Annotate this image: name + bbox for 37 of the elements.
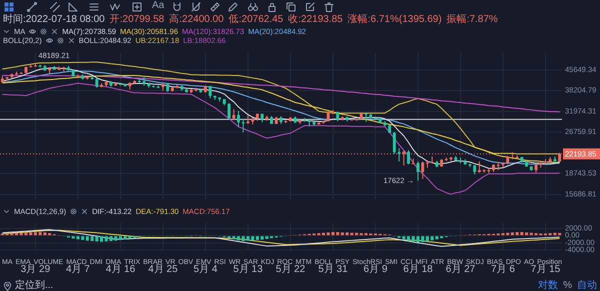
text: 时间:2022-07-18 08:00: [3, 14, 105, 25]
text: 开:20799.58: [110, 14, 164, 25]
text: %: [563, 280, 572, 291]
candlestick: [95, 78, 98, 88]
text: 自动: [577, 280, 597, 291]
text: 低:20762.45: [228, 14, 284, 25]
x-tick-label: 5月 22: [276, 264, 306, 275]
x-tick-label: 5月 13: [233, 264, 264, 275]
x-tick-label: 7月 6: [491, 264, 516, 275]
candlestick: [416, 160, 420, 182]
text: 定位到...: [15, 280, 54, 291]
candlestick: [364, 112, 368, 122]
candlestick: [208, 85, 212, 99]
x-tick-label: 7月 15: [530, 264, 561, 275]
x-tick-label: 6月 9: [364, 264, 388, 275]
text: 高:22400.00: [169, 14, 224, 25]
candlestick: [421, 160, 424, 180]
candlestick: [237, 110, 240, 128]
x-tick-label: 4月 16: [106, 264, 136, 275]
x-tick-label: 5月 4: [193, 264, 218, 275]
text: 对数: [538, 280, 558, 291]
candlestick: [228, 102, 231, 120]
candlestick: [407, 150, 410, 165]
x-tick-label: 4月 25: [148, 264, 178, 275]
candlestick: [392, 131, 396, 154]
text: 振幅:7.87%: [446, 14, 498, 25]
x-tick-label: 4月 7: [66, 264, 90, 275]
x-tick-label: 5月 31: [318, 264, 348, 275]
text: 收:22193.85: [288, 14, 343, 25]
candlestick: [398, 148, 401, 162]
x-tick-label: 6月 18: [403, 264, 434, 275]
candlestick: [336, 111, 340, 122]
x-tick-label: 3月 29: [20, 264, 51, 275]
text: 涨幅:6.71%(1395.69): [348, 14, 442, 25]
x-tick-label: 6月 27: [446, 264, 476, 275]
candlestick: [473, 164, 476, 175]
text: Aa: [152, 0, 164, 11]
